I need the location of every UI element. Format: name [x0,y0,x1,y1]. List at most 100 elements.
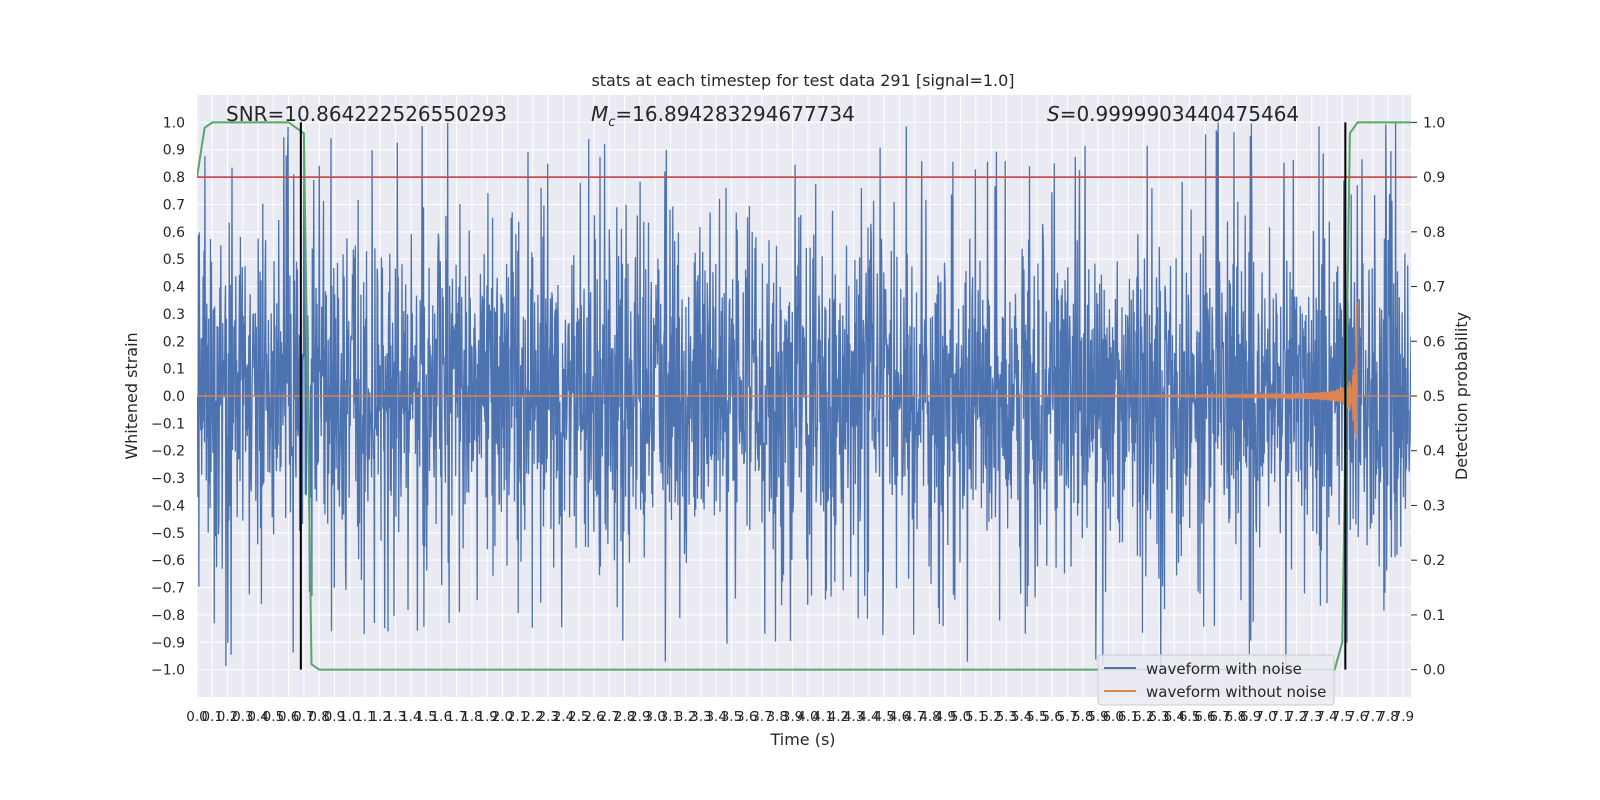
x-tick-label: 3.9 [782,709,803,725]
x-tick-label: 6.1 [1118,709,1139,725]
x-tick-label: 1.4 [400,709,421,725]
x-tick-label: 4.4 [858,709,879,725]
y-tick-label: −1.0 [151,663,185,679]
series-waveform-without-noise [197,301,1411,440]
x-tick-label: 3.7 [751,709,772,725]
x-tick-label: 1.3 [385,709,406,725]
x-tick-label: 2.2 [522,709,543,725]
legend-box [1097,654,1335,706]
x-tick-label: 7.6 [1347,709,1368,725]
y-axis-label: Whitened strain [122,332,141,459]
y-axis-right-ticks: 1.0 0.9 0.8 0.7 0.6 0.5 0.4 0.3 0.2 0.1 0.0 [1411,115,1445,679]
x-tick-label: 4.1 [812,709,833,725]
x-tick-label: 6.6 [1194,709,1215,725]
x-tick-label: 7.7 [1362,709,1383,725]
x-tick-label: 6.5 [1179,709,1200,725]
y-tick-label: 0.8 [163,170,185,186]
x-tick-label: 5.3 [996,709,1017,725]
series-waveform-with-noise [197,122,1411,668]
x-tick-label: 4.9 [935,709,956,725]
y-tick-label: 0.9 [163,143,185,159]
y-tick-label: −0.2 [151,444,185,460]
x-tick-label: 2.3 [537,709,558,725]
y-tick-label: −0.4 [151,498,185,514]
y-right-tick-label: 0.3 [1423,498,1445,514]
y-tick-label: 0.2 [163,334,185,350]
x-tick-label: 6.8 [1225,709,1246,725]
y-tick-label: 0.6 [163,225,185,241]
x-tick-label: 7.3 [1301,709,1322,725]
y-tick-label: 0.0 [163,389,185,405]
y-tick-label: 0.1 [163,362,185,378]
x-tick-label: 0.3 [232,709,253,725]
x-tick-label: 5.6 [1041,709,1062,725]
y-tick-label: −0.5 [151,526,185,542]
x-tick-label: 0.7 [293,709,314,725]
y-right-tick-label: 0.0 [1423,663,1445,679]
x-tick-label: 3.2 [675,709,696,725]
legend-label-clean: waveform without noise [1146,683,1326,701]
y-tick-label: −0.3 [151,471,185,487]
x-tick-label: 6.0 [1102,709,1123,725]
x-tick-label: 3.8 [767,709,788,725]
y-tick-label: −0.9 [151,635,185,651]
x-tick-label: 4.2 [828,709,849,725]
y-right-tick-label: 0.8 [1423,225,1445,241]
x-tick-label: 3.3 [690,709,711,725]
x-tick-label: 5.4 [1011,709,1032,725]
y-tick-label: 1.0 [163,115,185,131]
x-tick-label: 6.3 [1148,709,1169,725]
x-tick-label: 3.0 [644,709,665,725]
x-tick-label: 1.6 [431,709,452,725]
y-tick-label: 0.5 [163,252,185,268]
x-tick-label: 1.2 [370,709,391,725]
x-tick-label: 4.8 [919,709,940,725]
x-tick-label: 0.6 [278,709,299,725]
x-tick-label: 0.9 [324,709,345,725]
y-tick-label: 0.7 [163,197,185,213]
snr-annotation: SNR=10.864222526550293 [226,102,507,126]
y-right-tick-label: 0.1 [1423,608,1445,624]
legend-label-noise: waveform with noise [1146,660,1302,678]
y-right-tick-label: 0.4 [1423,444,1445,460]
x-tick-label: 4.7 [904,709,925,725]
x-tick-label: 7.8 [1377,709,1398,725]
x-tick-label: 5.9 [1087,709,1108,725]
y-right-tick-label: 0.2 [1423,553,1445,569]
y-right-tick-label: 0.6 [1423,334,1445,350]
x-tick-label: 5.2 [980,709,1001,725]
x-axis-ticks: 0.00.10.20.30.40.50.60.70.80.91.01.11.21… [186,709,1414,725]
x-axis-label: Time (s) [769,730,835,749]
x-tick-label: 1.5 [415,709,436,725]
x-tick-label: 1.7 [446,709,467,725]
x-tick-label: 0.4 [247,709,268,725]
x-tick-label: 6.9 [1240,709,1261,725]
x-tick-label: 0.5 [263,709,284,725]
x-tick-label: 2.1 [507,709,528,725]
x-tick-label: 3.5 [721,709,742,725]
y-right-tick-label: 0.9 [1423,170,1445,186]
x-tick-label: 4.6 [889,709,910,725]
x-tick-label: 6.4 [1164,709,1185,725]
s-annotation: S=0.9999903440475464 [1047,102,1299,126]
y-tick-label: −0.7 [151,581,185,597]
x-tick-label: 6.2 [1133,709,1154,725]
y-tick-label: −0.8 [151,608,185,624]
y-axis-ticks: 1.0 0.9 0.8 0.7 0.6 0.5 0.4 0.3 0.2 0.1 0.0 −0.1 −0.… [151,115,185,678]
y-right-tick-label: 0.7 [1423,280,1445,296]
x-tick-label: 5.0 [950,709,971,725]
legend: waveform with noise waveform without noi… [1097,654,1335,706]
x-tick-label: 2.6 [583,709,604,725]
x-tick-label: 7.9 [1393,709,1414,725]
x-tick-label: 1.0 [339,709,360,725]
y-tick-label: 0.4 [163,280,185,296]
y-tick-label: 0.3 [163,307,185,323]
x-tick-label: 0.2 [217,709,238,725]
x-tick-label: 4.5 [873,709,894,725]
plot-series [197,121,1411,671]
x-tick-label: 4.3 [843,709,864,725]
x-tick-label: 2.0 [492,709,513,725]
y-axis-right-label: Detection probability [1452,312,1471,480]
x-tick-label: 5.1 [965,709,986,725]
